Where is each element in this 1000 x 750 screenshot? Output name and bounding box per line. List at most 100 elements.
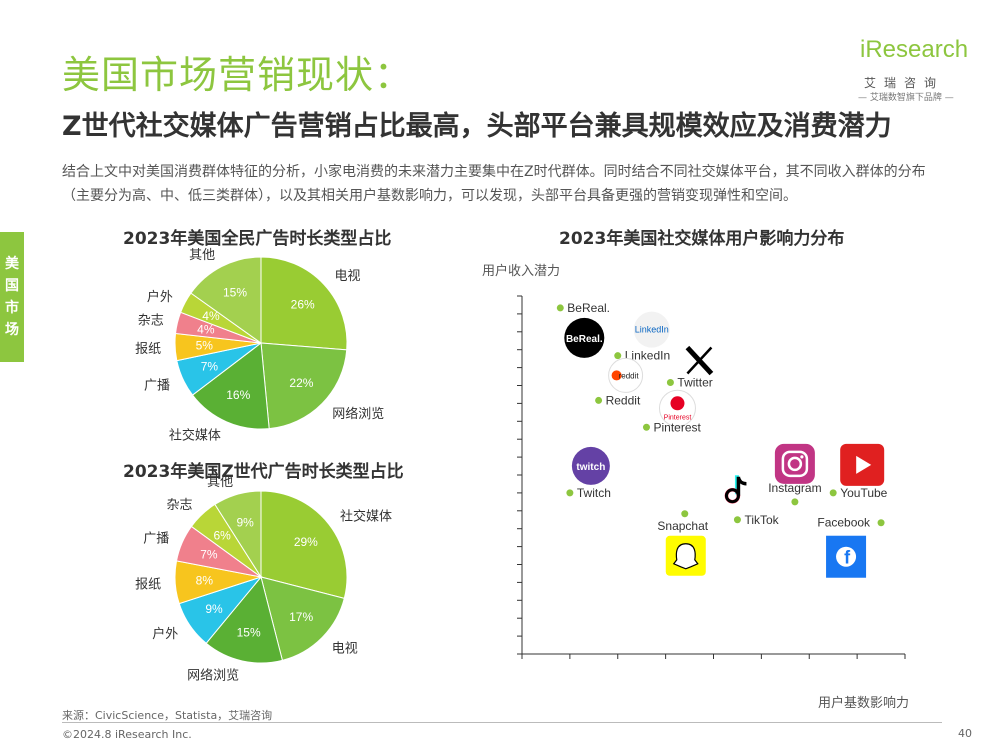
pie-chart-2: 29% 社交媒体 17% 电视 15% 网络浏览 9% 户外 8% 报纸 7% 广播 6% 杂志 9% 其他 bbox=[135, 475, 392, 684]
pie-category-label: 社交媒体 bbox=[340, 509, 392, 525]
scatter-point bbox=[791, 498, 799, 506]
svg-text:BeReal.: BeReal. bbox=[566, 334, 603, 345]
pie-value-label: 9% bbox=[236, 515, 254, 529]
pie-slice bbox=[260, 342, 348, 430]
scatter-point-label: LinkedIn bbox=[625, 349, 670, 363]
scatter-point-group: LinkedIn LinkedIn bbox=[614, 311, 670, 363]
footer-copyright: ©2024.8 iResearch Inc. bbox=[62, 728, 192, 741]
pie-value-label: 16% bbox=[226, 388, 250, 402]
pie-category-label: 广播 bbox=[143, 531, 169, 546]
pie-value-label: 6% bbox=[213, 529, 231, 543]
pie2-title: 2023年美国Z世代广告时长类型占比 bbox=[123, 462, 404, 482]
pie-value-label: 15% bbox=[237, 625, 261, 639]
svg-text:twitch: twitch bbox=[576, 462, 605, 473]
scatter-point-group: TikTok bbox=[724, 475, 780, 527]
svg-text:f: f bbox=[844, 548, 851, 568]
pie-slice bbox=[190, 256, 262, 344]
svg-text:Pinterest: Pinterest bbox=[664, 414, 692, 421]
pie-category-label: 杂志 bbox=[138, 313, 164, 328]
footer-divider bbox=[62, 722, 942, 723]
scatter-point-label: Instagram bbox=[768, 481, 821, 495]
pie-category-label: 杂志 bbox=[167, 498, 193, 513]
pie-chart-1: 26% 电视 22% 网络浏览 16% 社交媒体 7% 广播 5% 报纸 4% 杂志 4% 户外 15% 其他 bbox=[135, 248, 384, 443]
tiktok-logo-icon bbox=[724, 475, 747, 504]
pie-value-label: 17% bbox=[289, 610, 313, 624]
pie1-title: 2023年美国全民广告时长类型占比 bbox=[123, 229, 392, 249]
pie-value-label: 26% bbox=[291, 297, 315, 311]
pie-category-label: 报纸 bbox=[135, 577, 161, 592]
pie-category-label: 网络浏览 bbox=[187, 668, 239, 684]
svg-text:LinkedIn: LinkedIn bbox=[635, 325, 669, 335]
logo-chinese-name: 艾瑞咨询 bbox=[864, 76, 945, 90]
pie-value-label: 4% bbox=[202, 309, 220, 323]
scatter-point-group: BeReal. BeReal. bbox=[556, 301, 610, 358]
linkedin-logo-icon: LinkedIn bbox=[633, 311, 670, 348]
scatter-point-label: Twitter bbox=[677, 376, 712, 390]
scatter-point-group: Twitter bbox=[666, 345, 714, 390]
scatter-point-group: twitch Twitch bbox=[566, 446, 611, 500]
pie-category-label: 其他 bbox=[189, 248, 215, 263]
scatter-point bbox=[666, 379, 674, 387]
pie-category-label: 网络浏览 bbox=[332, 406, 384, 422]
pie-category-label: 户外 bbox=[152, 626, 178, 642]
scatter-point-label: YouTube bbox=[840, 486, 887, 500]
scatter-point bbox=[556, 304, 564, 312]
instagram-logo-icon bbox=[774, 443, 815, 484]
scatter-point-label: TikTok bbox=[744, 513, 779, 527]
pie-slice bbox=[260, 576, 345, 661]
scatter-point-label: Snapchat bbox=[657, 519, 708, 533]
scatter-point-label: Pinterest bbox=[653, 420, 701, 434]
pie-value-label: 7% bbox=[201, 360, 219, 374]
twitch-logo-icon: twitch bbox=[571, 446, 610, 485]
footer-source: 来源：CivicScience，Statista，艾瑞咨询 bbox=[62, 709, 273, 722]
logo-slogan: — 艾瑞数智旗下品牌 — bbox=[858, 93, 954, 103]
pie-value-label: 9% bbox=[205, 602, 223, 616]
scatter-point-group: f Facebook bbox=[817, 516, 885, 578]
page-number: 40 bbox=[958, 727, 972, 740]
pie-value-label: 4% bbox=[197, 323, 215, 337]
scatter-xlabel: 用户基数影响力 bbox=[818, 696, 910, 711]
facebook-logo-icon: f bbox=[826, 535, 867, 578]
section-side-tab: 美国市场 bbox=[0, 232, 24, 362]
scatter-point-label: BeReal. bbox=[567, 301, 610, 315]
scatter-point bbox=[595, 396, 603, 404]
scatter-point bbox=[614, 352, 622, 360]
bereal-logo-icon: BeReal. bbox=[564, 317, 605, 358]
logo-wordmark: iResearch bbox=[860, 36, 969, 63]
scatter-point-label: Reddit bbox=[606, 393, 641, 407]
scatter-chart: BeReal. BeReal. LinkedIn LinkedIn Twitter red… bbox=[517, 295, 906, 659]
pie-slice bbox=[191, 342, 270, 430]
iresearch-logo: iResearch 艾瑞咨询 — 艾瑞数智旗下品牌 — bbox=[858, 36, 970, 103]
pie-value-label: 8% bbox=[196, 574, 214, 588]
scatter-point bbox=[566, 489, 574, 497]
page-title: 美国市场营销现状： bbox=[62, 53, 414, 97]
pie-slice bbox=[260, 490, 348, 599]
scatter-point-label: Twitch bbox=[577, 486, 611, 500]
pie-slice bbox=[260, 256, 348, 351]
page-description: 结合上文中对美国消费群体特征的分析，小家电消费的未来潜力主要集中在Z时代群体。同… bbox=[62, 164, 926, 204]
scatter-point bbox=[642, 423, 650, 431]
pie-category-label: 户外 bbox=[147, 289, 173, 305]
pie-value-label: 15% bbox=[223, 286, 247, 300]
pie-slice bbox=[214, 490, 262, 579]
scatter-point-group: Instagram bbox=[768, 443, 822, 506]
reddit-logo-icon: reddit bbox=[608, 357, 644, 393]
svg-text:reddit: reddit bbox=[619, 371, 640, 380]
scatter-point bbox=[829, 489, 837, 497]
scatter-point bbox=[681, 510, 689, 518]
youtube-logo-icon bbox=[840, 443, 885, 486]
pinterest-logo-icon: Pinterest bbox=[658, 389, 696, 427]
page-subtitle: Z世代社交媒体广告营销占比最高，头部平台兼具规模效应及消费潜力 bbox=[62, 111, 892, 142]
pie-slice bbox=[205, 575, 283, 664]
side-tab-label: 美国市场 bbox=[5, 256, 19, 338]
scatter-point bbox=[877, 519, 885, 527]
pie-category-label: 广播 bbox=[144, 379, 170, 394]
pie-category-label: 其他 bbox=[207, 475, 233, 490]
pie-category-label: 电视 bbox=[334, 269, 360, 284]
pie-value-label: 22% bbox=[289, 376, 313, 390]
scatter-point bbox=[733, 516, 741, 524]
scatter-point-group: reddit Reddit bbox=[595, 357, 644, 407]
scatter-title: 2023年美国社交媒体用户影响力分布 bbox=[559, 229, 845, 249]
